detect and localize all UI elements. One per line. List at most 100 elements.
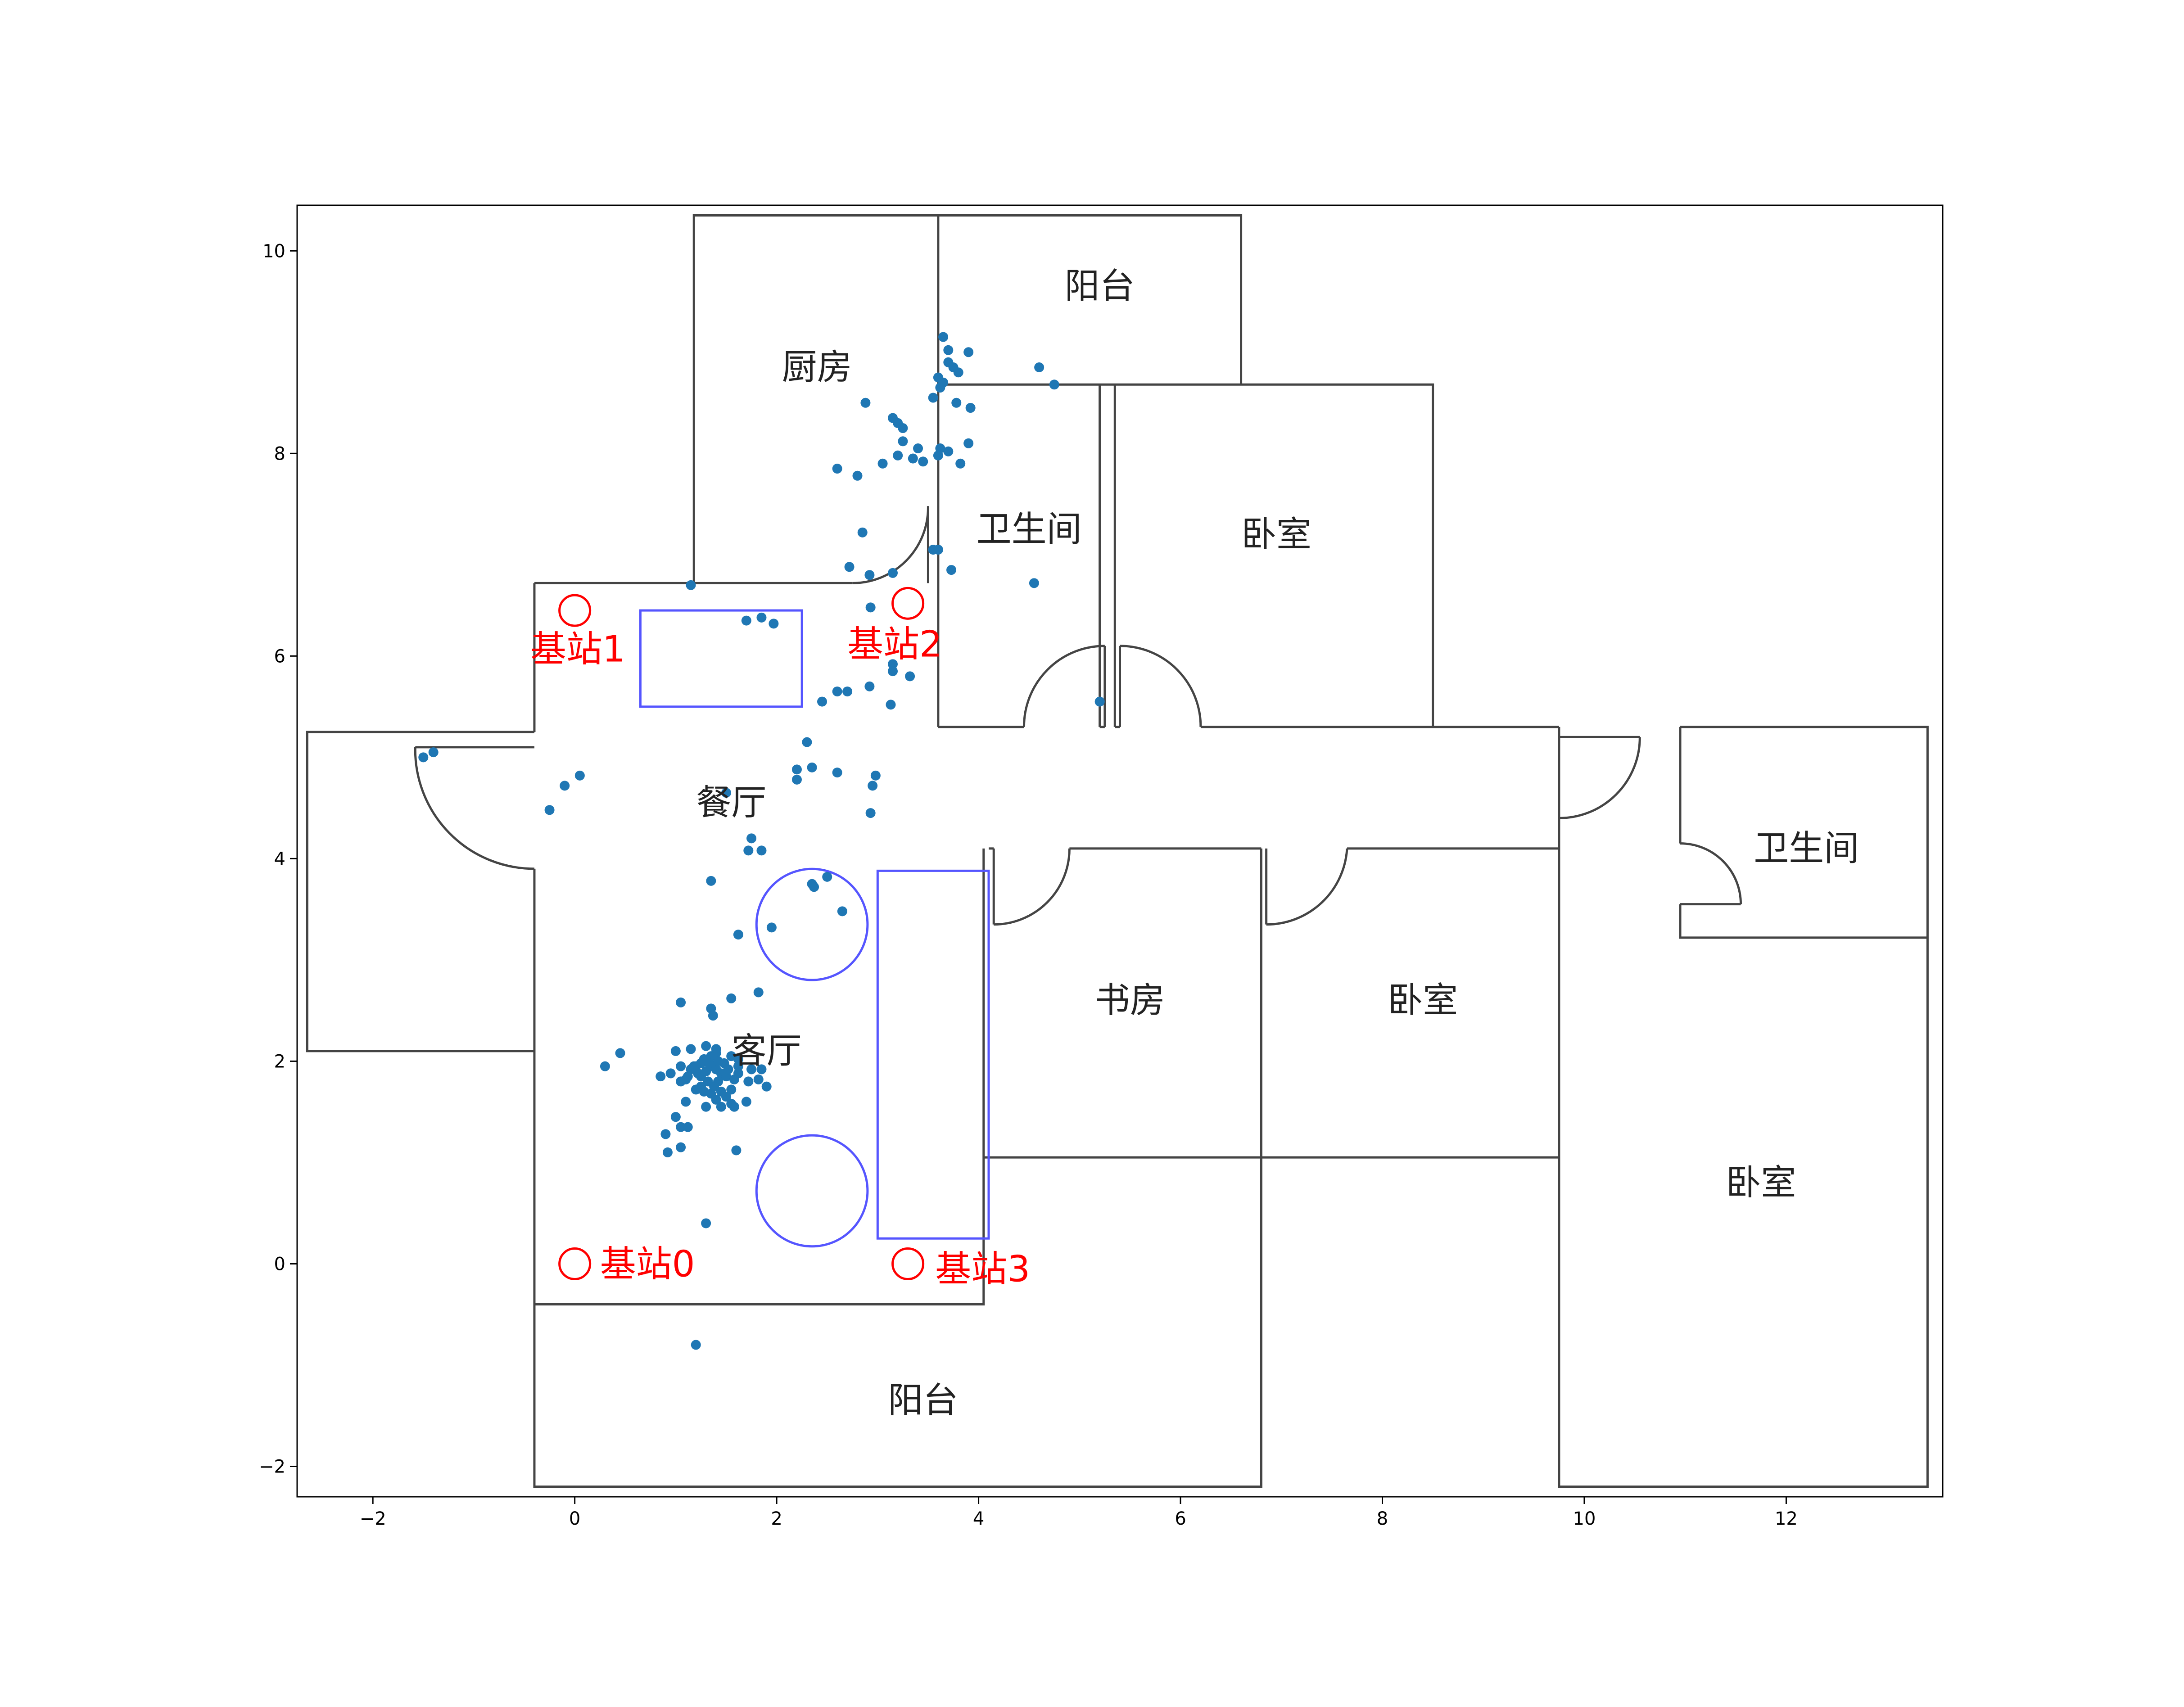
scatter-point	[809, 882, 819, 892]
scatter-point	[756, 845, 767, 856]
scatter-point	[729, 1102, 739, 1112]
scatter-point	[933, 450, 943, 461]
base-station: 基站0	[558, 1243, 695, 1285]
axes-frame	[296, 204, 1944, 1498]
base-station-label: 基站0	[600, 1243, 695, 1285]
scatter-point	[946, 565, 957, 575]
scatter-point	[943, 446, 954, 456]
scatter-point	[681, 1097, 691, 1107]
scatter-point	[713, 1056, 723, 1066]
scatter-point	[898, 423, 908, 434]
y-tick-label: 8	[274, 443, 285, 464]
scatter-point	[842, 686, 853, 697]
scatter-point	[701, 1102, 711, 1112]
scatter-point	[832, 686, 842, 697]
scatter-point	[864, 681, 875, 691]
scatter-point	[951, 397, 962, 408]
base-station-marker	[558, 594, 592, 627]
scatter-point	[746, 1064, 757, 1075]
scatter-point	[706, 876, 716, 886]
scatter-point	[683, 1071, 693, 1082]
scatter-point	[837, 906, 847, 917]
scatter-point	[1094, 696, 1105, 707]
scatter-point	[865, 602, 876, 613]
scatter-point	[656, 1071, 666, 1082]
x-tick: 2	[771, 1497, 782, 1529]
scatter-point	[560, 781, 570, 791]
scatter-point	[908, 453, 918, 464]
room-label: 卧室	[1726, 1162, 1796, 1203]
scatter-point	[832, 768, 842, 778]
scatter-point	[802, 737, 812, 747]
scatter-point	[852, 470, 863, 481]
scatter-point	[928, 393, 938, 403]
scatter-point	[955, 458, 966, 469]
room-label: 卧室	[1241, 514, 1311, 555]
scatter-point	[733, 1061, 743, 1071]
scatter-point	[769, 619, 779, 629]
scatter-point	[753, 987, 764, 998]
scatter-point	[918, 456, 928, 467]
scatter-point	[864, 570, 875, 580]
scatter-point	[660, 1129, 671, 1139]
x-tick-label: 10	[1573, 1508, 1596, 1529]
scatter-point	[723, 1064, 733, 1075]
scatter-point	[704, 1058, 714, 1068]
scatter-point	[865, 808, 876, 818]
x-tick-label: 4	[973, 1508, 984, 1529]
scatter-point	[733, 1068, 743, 1079]
base-station: 基站3	[891, 1247, 1030, 1290]
scatter-point	[887, 666, 898, 677]
scatter-point	[893, 450, 903, 461]
scatter-point	[743, 845, 754, 856]
x-tick-label: 0	[569, 1508, 580, 1529]
scatter-point	[886, 700, 896, 710]
furniture-outlines	[639, 609, 990, 1248]
scatter-point	[544, 805, 555, 815]
scatter-point	[1034, 362, 1045, 373]
scatter-point	[905, 671, 915, 682]
scatter-point	[887, 568, 898, 578]
x-tick: 8	[1377, 1497, 1388, 1529]
scatter-point	[817, 696, 827, 707]
base-stations: 基站0 基站1 基站2 基站3	[530, 587, 1030, 1290]
base-station-label: 基站3	[935, 1248, 1030, 1290]
scatter-point	[726, 1084, 737, 1095]
base-station-marker	[891, 587, 925, 620]
x-tick: 12	[1775, 1497, 1798, 1529]
y-tick-label: −2	[259, 1456, 285, 1477]
room-label: 厨房	[782, 347, 852, 388]
x-axis-ticks: −2 0 2 4 6 8 10 12	[360, 1497, 1798, 1529]
scatter-point	[753, 1074, 764, 1084]
room-label: 阳台	[888, 1380, 958, 1421]
scatter-point	[670, 1112, 681, 1122]
scatter-point	[428, 747, 439, 758]
scatter-point	[670, 1046, 681, 1056]
y-tick-label: 2	[274, 1051, 285, 1072]
y-tick-label: 6	[274, 646, 285, 667]
room-label: 卧室	[1388, 980, 1458, 1021]
room-label: 阳台	[1065, 266, 1135, 307]
x-tick: 4	[973, 1497, 984, 1529]
x-tick: 10	[1573, 1497, 1596, 1529]
scatter-point	[887, 659, 898, 669]
scatter-point	[615, 1048, 625, 1058]
scatter-point	[676, 1122, 686, 1132]
x-tick: −2	[360, 1497, 386, 1529]
x-tick-label: 12	[1775, 1508, 1798, 1529]
scatter-point	[600, 1061, 610, 1071]
scatter-point	[686, 580, 696, 590]
scatter-points	[418, 332, 1105, 1350]
scatter-point	[791, 774, 802, 785]
base-station-marker	[891, 1247, 925, 1280]
base-station: 基站1	[530, 594, 625, 670]
scatter-point	[898, 436, 908, 447]
scatter-point	[743, 1076, 754, 1087]
scatter-point	[756, 612, 767, 623]
scatter-point	[857, 527, 868, 537]
scatter-point	[963, 347, 974, 357]
scatter-point	[860, 397, 871, 408]
scatter-point	[574, 770, 585, 781]
scatter-point	[693, 1068, 703, 1079]
